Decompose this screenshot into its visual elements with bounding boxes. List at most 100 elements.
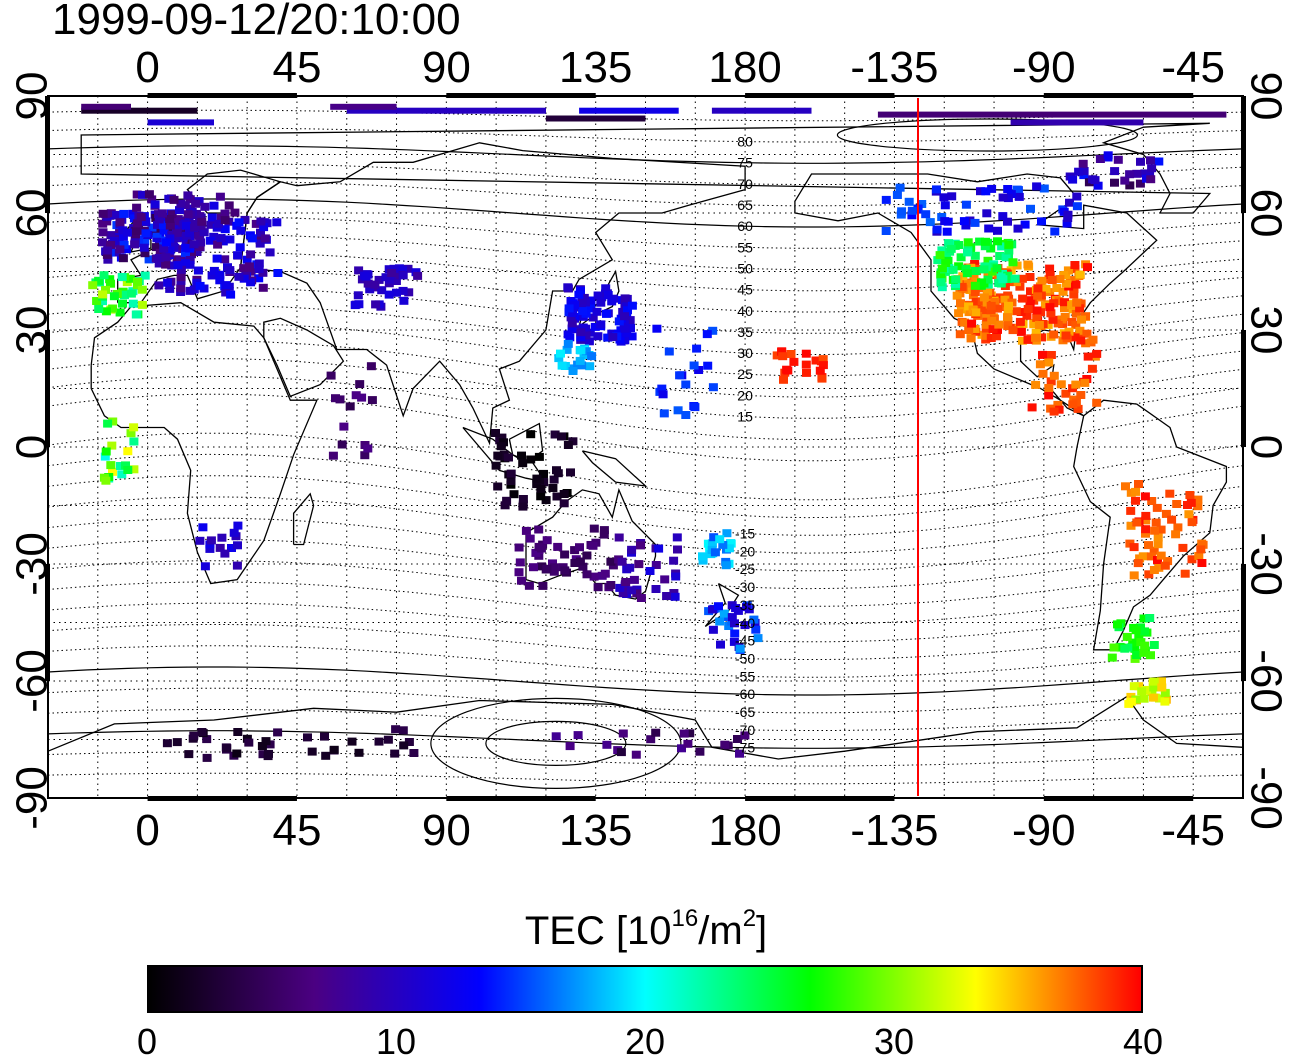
contour-label: 55 (737, 239, 753, 255)
tec-cell (1093, 181, 1103, 190)
tec-measurements (81, 103, 1227, 762)
contour-label: -40 (735, 615, 755, 631)
tec-cell (251, 219, 261, 228)
tec-cell (1173, 523, 1183, 532)
tec-strip (545, 115, 646, 122)
tec-cell (789, 357, 799, 366)
tec-cell (956, 299, 965, 308)
tec-cell (98, 297, 107, 306)
tec-cell (1152, 503, 1162, 512)
tec-cell (1150, 526, 1160, 535)
frame-band (446, 93, 596, 98)
tec-cell (398, 271, 408, 280)
tec-cell (1125, 181, 1135, 190)
tec-cell (189, 285, 199, 294)
tec-cell (101, 447, 111, 456)
tec-cell (659, 409, 669, 418)
tec-cell (98, 228, 108, 237)
tec-cell (654, 544, 664, 553)
top-tick-label: -90 (1012, 43, 1076, 92)
tec-cell (570, 559, 580, 567)
tec-cell (542, 536, 552, 545)
top-tick-label: 45 (272, 43, 321, 92)
tec-cell (129, 423, 139, 432)
tec-cell (108, 304, 118, 313)
tec-cell (261, 737, 271, 746)
tec-cell (331, 394, 340, 403)
tec-cell (353, 291, 363, 300)
tec-cell (1003, 194, 1013, 203)
tec-cell (256, 217, 266, 226)
tec-cell (1004, 246, 1014, 255)
tec-cell (1079, 171, 1089, 180)
tec-cell (1008, 326, 1018, 335)
tec-cell (161, 238, 171, 247)
tec-cell (1139, 648, 1149, 657)
tec-cell (959, 217, 969, 226)
tec-cell (961, 200, 971, 209)
tec-cell (1022, 311, 1032, 320)
tec-cell (194, 231, 204, 240)
tec-cell (954, 241, 964, 249)
contour-line (47, 581, 1244, 625)
tec-cell (936, 270, 946, 279)
tec-cell (225, 266, 235, 275)
tec-cell (1132, 169, 1142, 178)
tec-cell (577, 296, 587, 305)
tec-cell (165, 284, 175, 293)
tec-cell (1000, 295, 1010, 304)
tec-cell (272, 218, 282, 227)
tec-cell (154, 281, 164, 290)
tec-cell (993, 226, 1002, 235)
tec-cell (627, 545, 637, 554)
tec-cell (1134, 632, 1144, 641)
tec-cell (214, 219, 224, 228)
contour-label: 75 (737, 155, 753, 171)
tec-cell (246, 267, 256, 276)
tec-cell (1050, 227, 1060, 236)
tec-cell (106, 461, 116, 470)
tec-cell (986, 306, 996, 315)
tec-cell (103, 419, 113, 428)
tec-cell (181, 249, 190, 258)
frame-band (45, 330, 50, 447)
tec-cell (98, 219, 108, 228)
tec-cell (1070, 261, 1080, 269)
tec-cell (389, 264, 399, 273)
tec-cell (578, 562, 588, 571)
tec-cell (101, 307, 111, 316)
tec-cell (1151, 518, 1161, 527)
tec-cell (576, 286, 585, 295)
tec-cell (563, 339, 573, 348)
tec-cell (1034, 320, 1044, 329)
tec-cell (1035, 360, 1045, 369)
tec-cell (226, 290, 236, 299)
coastline (90, 302, 318, 585)
tec-cell (1122, 632, 1132, 641)
tec-cell (1077, 315, 1086, 324)
tec-cell (1080, 378, 1090, 387)
tec-cell (1083, 263, 1092, 272)
tec-cell (126, 429, 136, 438)
tec-cell (1049, 330, 1059, 339)
frame-band (45, 96, 50, 213)
tec-cell (187, 250, 196, 259)
tec-strip (346, 107, 546, 114)
tec-cell (196, 238, 206, 247)
contour-line (47, 645, 1244, 678)
coastline (1073, 399, 1228, 651)
tec-cell (970, 288, 980, 297)
tec-cell (350, 301, 360, 310)
tec-cell (136, 213, 146, 222)
tec-cell (1003, 217, 1012, 226)
tec-cell (992, 332, 1001, 341)
tec-cell (1109, 643, 1119, 652)
bottom-tick-label: 0 (135, 806, 159, 855)
tec-cell (1001, 253, 1011, 262)
tec-cell (221, 281, 231, 290)
tec-cell (1149, 683, 1159, 692)
tec-cell (1068, 305, 1078, 314)
tec-cell (215, 276, 225, 285)
tec-cell (1020, 220, 1030, 229)
tec-cell (98, 209, 108, 218)
